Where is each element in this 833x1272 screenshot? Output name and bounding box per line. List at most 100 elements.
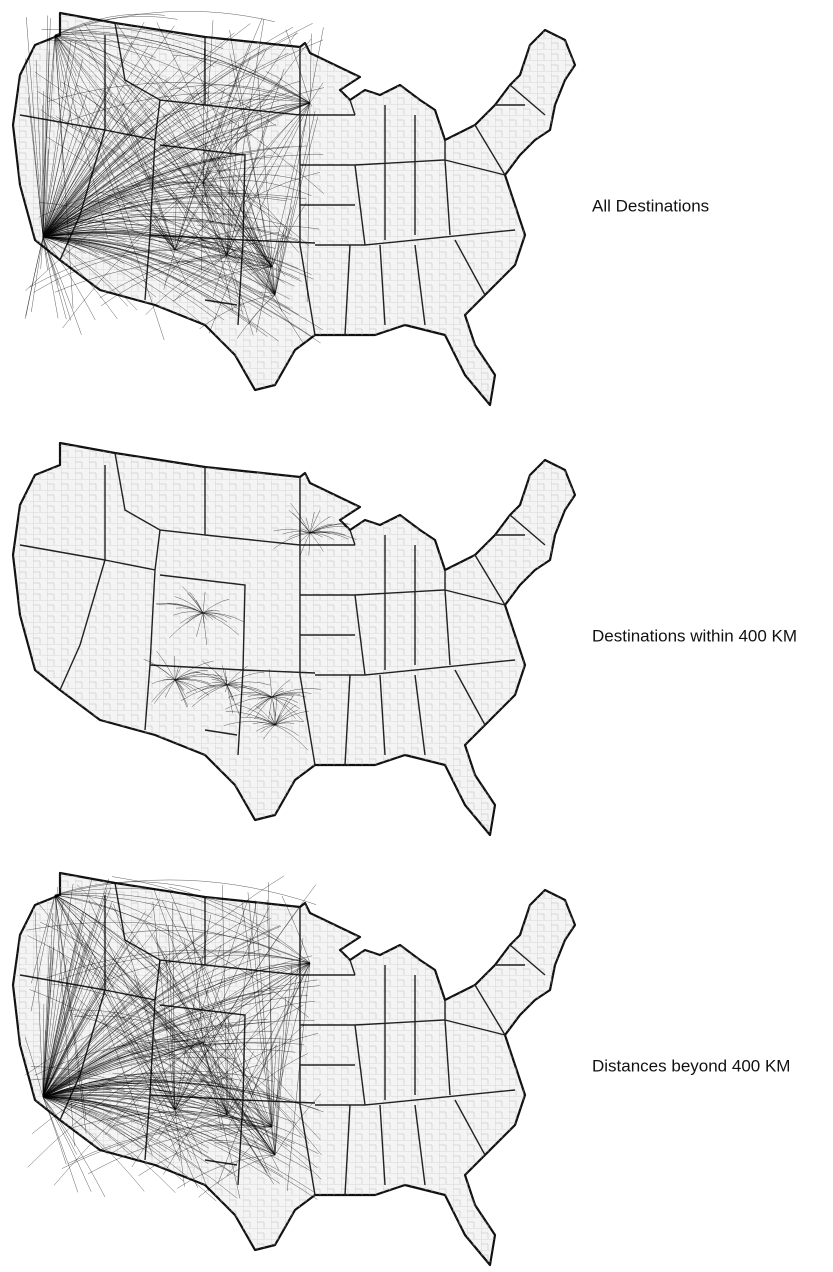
flow-line bbox=[25, 236, 44, 317]
flow-line bbox=[241, 195, 276, 296]
flow-line bbox=[194, 86, 276, 296]
flow-line bbox=[42, 987, 284, 1098]
flow-line bbox=[139, 1057, 276, 1156]
flow-line bbox=[286, 962, 311, 1192]
flow-line bbox=[124, 182, 204, 252]
flow-line bbox=[54, 34, 230, 293]
flow-line bbox=[247, 892, 276, 1156]
flow-line bbox=[114, 1091, 273, 1128]
flow-line bbox=[42, 236, 217, 320]
flow-line bbox=[290, 502, 311, 534]
map-panel bbox=[11, 441, 577, 837]
flow-line bbox=[54, 28, 224, 49]
flow-line bbox=[42, 53, 289, 238]
flow-line bbox=[42, 883, 74, 1098]
flow-line bbox=[54, 881, 201, 896]
flow-line bbox=[42, 1096, 77, 1155]
flow-line bbox=[70, 931, 276, 1156]
flow-line bbox=[42, 236, 291, 310]
flow-line bbox=[255, 696, 273, 711]
flow-line bbox=[141, 129, 273, 268]
flow-line bbox=[260, 724, 276, 733]
flow-line bbox=[211, 682, 228, 686]
flow-line bbox=[174, 914, 212, 1111]
flow-line bbox=[202, 610, 220, 614]
flow-line bbox=[221, 665, 228, 686]
flow-line bbox=[29, 989, 276, 1156]
flow-line bbox=[54, 34, 235, 155]
flow-line bbox=[131, 99, 311, 129]
flow-line bbox=[254, 696, 273, 720]
flow-line bbox=[271, 690, 284, 698]
flow-line bbox=[83, 22, 228, 256]
flow-line bbox=[174, 1109, 185, 1187]
flow-line bbox=[42, 1082, 324, 1113]
flow-line bbox=[174, 1004, 304, 1111]
flow-line bbox=[271, 206, 293, 268]
flow-line bbox=[174, 249, 295, 328]
flow-line bbox=[44, 39, 311, 104]
flow-line bbox=[107, 114, 273, 268]
flow-line bbox=[168, 925, 176, 1111]
flow-line bbox=[174, 1032, 319, 1111]
flow-line bbox=[71, 921, 276, 1156]
flow-line bbox=[208, 1124, 276, 1156]
flow-line bbox=[42, 940, 140, 1098]
flow-line bbox=[42, 956, 96, 1098]
flow-line bbox=[171, 962, 311, 1042]
flow-line bbox=[25, 58, 44, 238]
flow-line bbox=[174, 674, 223, 681]
flow-line bbox=[54, 34, 62, 45]
flow-line bbox=[274, 230, 285, 296]
flow-line bbox=[42, 157, 232, 238]
flow-line bbox=[107, 187, 176, 251]
flow-line bbox=[288, 532, 311, 538]
flow-line bbox=[42, 32, 235, 238]
flow-line bbox=[42, 875, 285, 1098]
flow-line bbox=[153, 679, 176, 704]
flow-line bbox=[226, 1053, 308, 1116]
flow-line bbox=[274, 27, 324, 296]
flow-line bbox=[54, 34, 277, 127]
flow-line bbox=[271, 696, 300, 710]
flow-line bbox=[34, 1041, 204, 1076]
flow-line bbox=[230, 54, 273, 268]
flow-line bbox=[202, 174, 301, 184]
flow-line bbox=[282, 531, 311, 535]
flow-line bbox=[174, 906, 270, 1111]
flow-line bbox=[271, 691, 312, 698]
flow-line bbox=[42, 990, 209, 1098]
flow-line bbox=[183, 938, 228, 1116]
flow-line bbox=[156, 22, 276, 296]
flow-line bbox=[54, 34, 188, 286]
flow-line bbox=[169, 891, 276, 1156]
flow-line bbox=[54, 34, 160, 198]
flow-line bbox=[54, 894, 207, 960]
flow-line bbox=[199, 294, 276, 330]
flow-line bbox=[54, 34, 293, 237]
flow-line bbox=[42, 149, 49, 238]
flow-line bbox=[241, 692, 273, 698]
flow-line bbox=[42, 236, 118, 320]
flow-line bbox=[271, 938, 304, 1128]
flow-line bbox=[274, 724, 309, 751]
flow-line bbox=[138, 962, 311, 1132]
flow-line bbox=[174, 95, 273, 268]
flow-line bbox=[125, 223, 273, 268]
flow-line bbox=[107, 954, 311, 980]
flow-line bbox=[110, 1114, 228, 1155]
flow-line bbox=[226, 671, 265, 686]
flow-line bbox=[52, 102, 311, 223]
flow-line bbox=[42, 212, 284, 238]
flow-line bbox=[42, 145, 307, 238]
flow-line bbox=[42, 34, 56, 186]
flow-line bbox=[199, 957, 228, 1116]
flow-line bbox=[42, 1094, 319, 1154]
flow-line bbox=[202, 77, 283, 184]
flow-line bbox=[228, 962, 311, 1126]
flow-line bbox=[42, 982, 141, 1098]
flow-line bbox=[274, 1094, 321, 1156]
flow-line bbox=[202, 612, 216, 618]
flow-line bbox=[54, 894, 87, 1134]
flow-line bbox=[274, 116, 319, 296]
